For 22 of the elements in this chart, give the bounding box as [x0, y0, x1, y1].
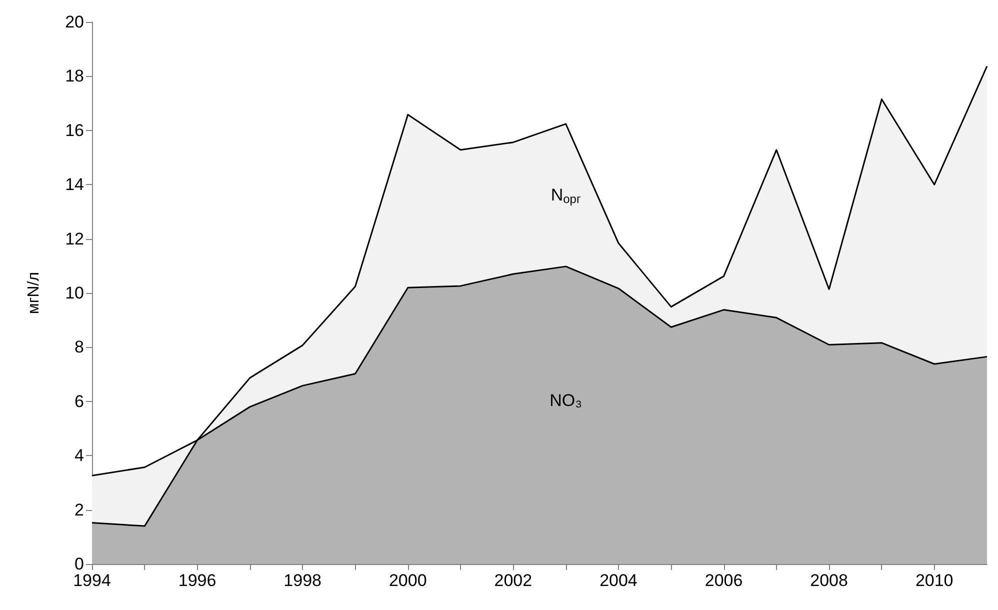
x-tick-label: 2008	[810, 571, 848, 590]
y-tick-label: 20	[65, 12, 84, 32]
x-tick-label: 2006	[704, 571, 743, 590]
y-tick-label: 2	[74, 500, 84, 520]
x-tick-label: 1994	[73, 571, 111, 590]
y-tick-label: 6	[74, 392, 84, 411]
y-tick-label: 14	[65, 175, 84, 194]
y-tick-label: 4	[74, 446, 84, 466]
y-tick-label: 16	[65, 120, 84, 140]
x-tick-label: 2002	[494, 571, 532, 590]
x-tick-label: 1998	[284, 571, 322, 590]
series-label: NO₃	[550, 390, 582, 410]
x-tick-label: 2000	[388, 571, 427, 590]
y-tick-label: 10	[65, 284, 84, 302]
x-tick-label: 1996	[178, 571, 216, 590]
y-axis-title: мгN/л	[26, 272, 42, 314]
y-tick-label: 12	[65, 229, 84, 248]
y-tick-label: 8	[74, 338, 84, 357]
y-tick-label: 18	[65, 66, 84, 86]
y-tick-label: 0	[74, 554, 84, 574]
x-tick-label: 2004	[600, 571, 638, 590]
x-tick-label: 2010	[915, 571, 954, 590]
